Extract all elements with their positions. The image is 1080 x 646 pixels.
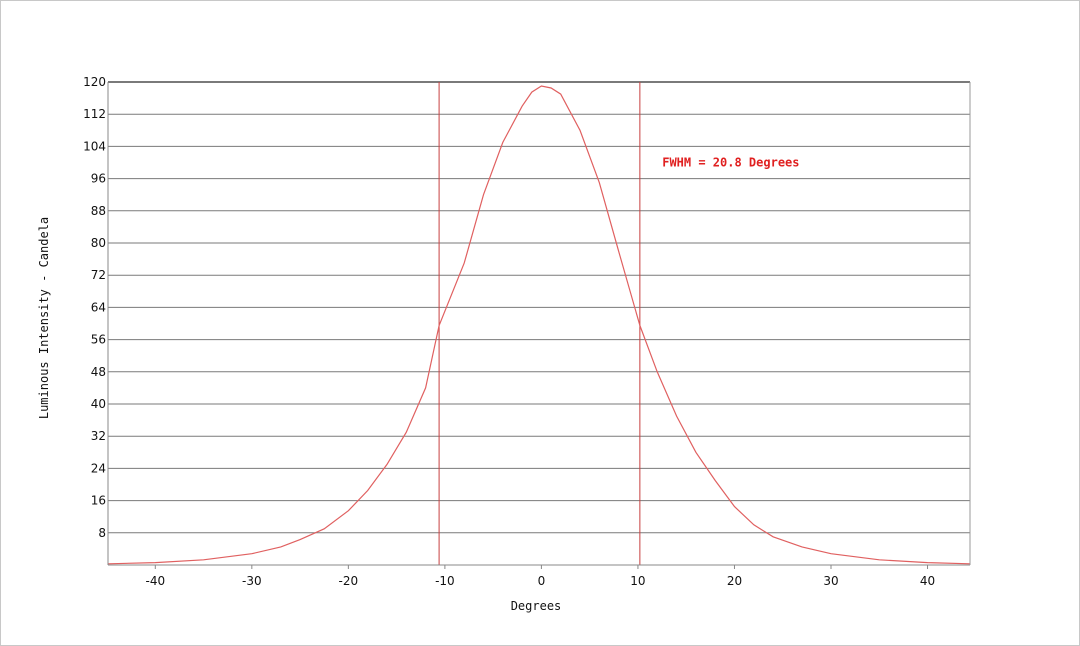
- y-tick-label: 80: [91, 236, 106, 250]
- y-tick-label: 104: [83, 139, 106, 153]
- x-tick-label: 30: [823, 574, 838, 588]
- y-tick-label: 64: [91, 300, 106, 314]
- y-tick-label: 32: [91, 429, 106, 443]
- y-tick-label: 56: [91, 333, 106, 347]
- x-axis-label: Degrees: [511, 599, 562, 613]
- y-axis-label: Luminous Intensity - Candela: [37, 217, 51, 419]
- y-tick-label: 8: [98, 526, 106, 540]
- fwhm-annotation: FWHM = 20.8 Degrees: [662, 156, 799, 170]
- y-tick-label: 24: [91, 461, 106, 475]
- intensity-curve: [107, 85, 971, 565]
- x-tick-label: -20: [339, 574, 359, 588]
- x-tick-label: -10: [435, 574, 455, 588]
- x-tick-label: 40: [920, 574, 935, 588]
- x-tick-label: 0: [538, 574, 546, 588]
- y-tick-label: 16: [91, 494, 106, 508]
- x-tick-label: 10: [630, 574, 645, 588]
- y-tick-label: 40: [91, 397, 106, 411]
- y-tick-label: 120: [83, 75, 106, 89]
- y-tick-label: 112: [83, 107, 106, 121]
- x-tick-label: 20: [727, 574, 742, 588]
- y-tick-label: 96: [91, 172, 106, 186]
- y-tick-label: 88: [91, 204, 106, 218]
- x-tick-label: -40: [145, 574, 165, 588]
- x-tick-label: -30: [242, 574, 262, 588]
- y-tick-label: 72: [91, 268, 106, 282]
- y-tick-label: 48: [91, 365, 106, 379]
